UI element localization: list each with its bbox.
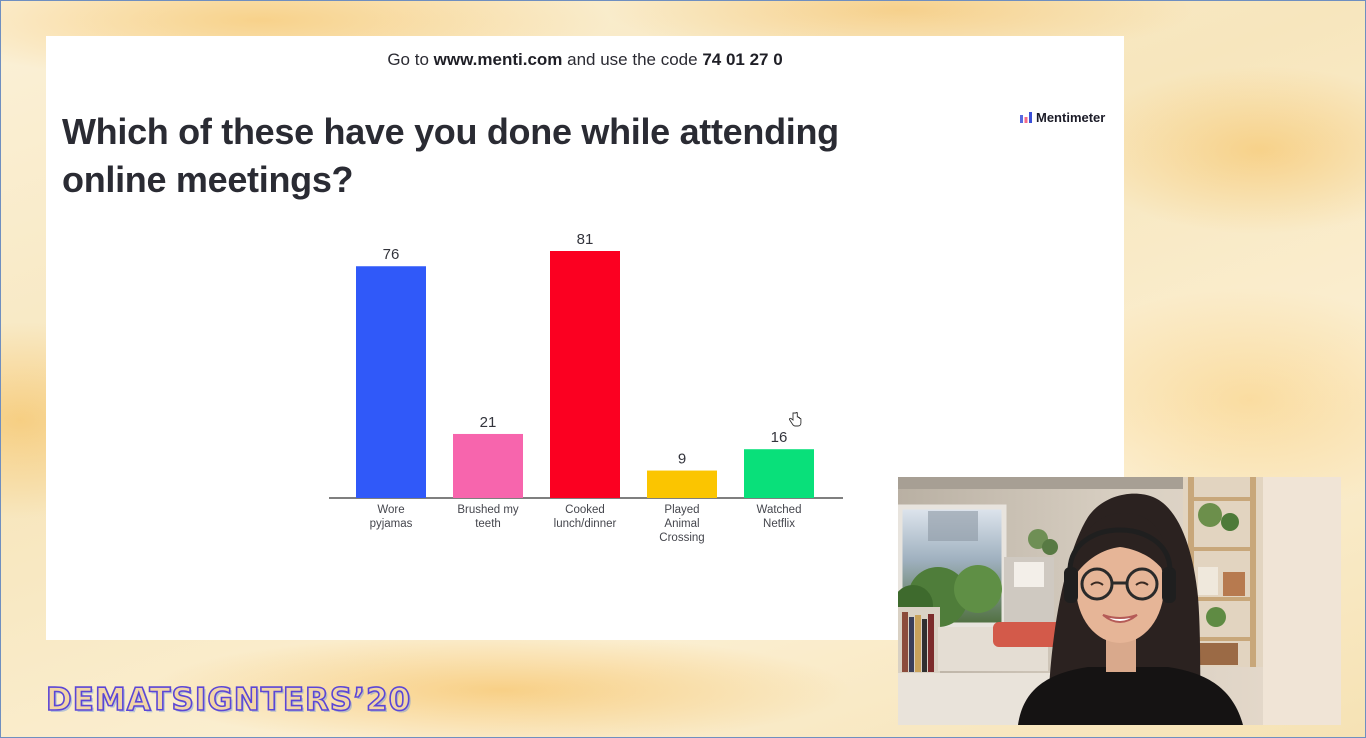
chart-data-label: 21 (480, 414, 497, 431)
event-logo: DEMATSIGNTERS’20 (45, 681, 412, 719)
presentation-slide: Go to www.menti.com and use the code 74 … (46, 36, 1124, 640)
mentimeter-logo-icon (1020, 111, 1032, 123)
hand-cursor-icon (789, 412, 802, 427)
join-middle: and use the code (562, 50, 703, 69)
question-title: Which of these have you done while atten… (62, 108, 922, 204)
join-prefix: Go to (387, 50, 434, 69)
chart-category-label: Played (664, 504, 699, 516)
join-code: 74 01 27 0 (702, 50, 783, 69)
chart-data-label: 9 (678, 451, 686, 468)
chart-category-label: Wore (377, 504, 404, 516)
chart-category-label: Cooked (565, 504, 605, 516)
chart-category-label: pyjamas (370, 518, 413, 530)
join-instructions: Go to www.menti.com and use the code 74 … (46, 50, 1124, 70)
question-line-1: Which of these have you done while atten… (62, 111, 839, 152)
chart-category-label: teeth (475, 518, 501, 530)
chart-category-label: Watched (757, 504, 802, 516)
webcam-feed-icon (898, 477, 1341, 725)
chart-bar (453, 433, 523, 498)
chart-category-label: Animal (664, 518, 699, 530)
brand-name: Mentimeter (1036, 109, 1106, 125)
chart-bar (550, 251, 620, 498)
chart-bar (356, 266, 426, 498)
chart-data-label: 76 (383, 246, 400, 263)
chart-category-label: Netflix (763, 518, 795, 530)
join-url: www.menti.com (433, 50, 563, 69)
chart-bar (647, 470, 717, 498)
chart-data-label: 16 (771, 429, 788, 446)
question-line-2: online meetings? (62, 159, 354, 200)
webcam-feed (898, 477, 1341, 725)
chart-data-label: 81 (577, 231, 594, 248)
chart-category-label: Brushed my (457, 504, 519, 516)
chart-bar (744, 449, 814, 498)
results-bar-chart: 76 Wore pyjamas 21 Brushed my teeth 81 Cooked lu… (329, 231, 843, 544)
mentimeter-brand: Mentimeter (1020, 108, 1105, 126)
chart-category-label: lunch/dinner (554, 518, 617, 530)
chart-category-label: Crossing (659, 532, 704, 544)
